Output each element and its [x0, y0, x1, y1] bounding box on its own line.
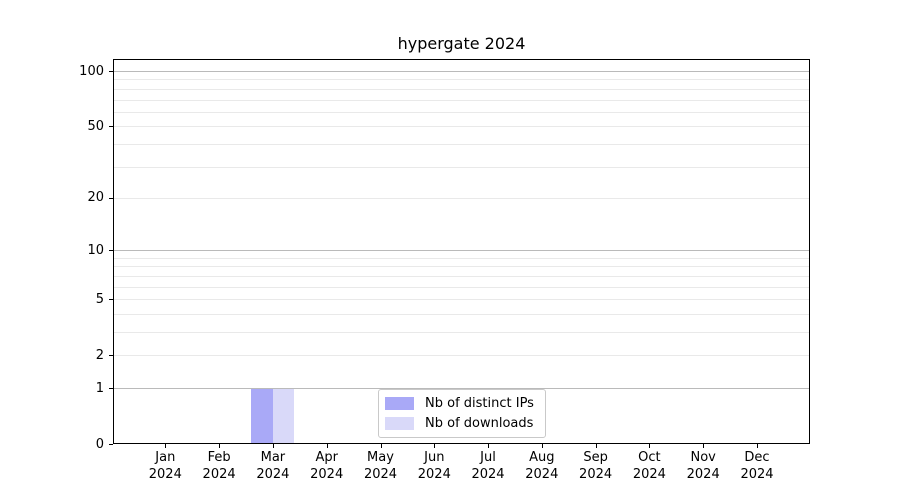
- x-tick-label: Nov 2024: [686, 450, 720, 482]
- y-tick: [109, 71, 113, 72]
- x-tick: [595, 444, 597, 448]
- legend-label-downloads: Nb of downloads: [425, 416, 534, 431]
- minor-gridline: [113, 99, 810, 101]
- legend-swatch-downloads: [385, 417, 414, 430]
- y-tick: [109, 126, 113, 128]
- minor-gridline: [113, 79, 810, 81]
- y-tick-label: 1: [95, 380, 104, 396]
- legend-item-downloads: Nb of downloads: [385, 416, 539, 431]
- y-tick-label: 0: [95, 436, 104, 452]
- x-tick: [326, 444, 328, 448]
- x-tick-label: Jun 2024: [417, 450, 451, 482]
- y-tick: [109, 388, 113, 389]
- legend-label-distinct-ips: Nb of distinct IPs: [425, 396, 534, 411]
- y-tick: [109, 197, 113, 199]
- x-tick: [434, 444, 436, 448]
- x-tick-label: Dec 2024: [740, 450, 774, 482]
- y-tick: [109, 444, 113, 445]
- chart-title: hypergate 2024: [397, 34, 526, 53]
- y-tick: [109, 355, 113, 357]
- x-tick-label: Oct 2024: [632, 450, 666, 482]
- minor-gridline: [113, 332, 810, 333]
- x-tick-label: Aug 2024: [525, 450, 559, 482]
- minor-gridline: [113, 275, 810, 277]
- y-tick: [109, 299, 113, 301]
- x-tick: [380, 444, 382, 448]
- major-gridline: [113, 250, 810, 252]
- major-gridline: [113, 71, 810, 72]
- minor-gridline: [113, 286, 810, 288]
- y-tick-label: 50: [87, 118, 104, 134]
- y-tick-label: 10: [87, 242, 104, 258]
- x-tick-label: Sep 2024: [579, 450, 613, 482]
- minor-gridline: [113, 266, 810, 268]
- minor-gridline: [113, 126, 810, 128]
- legend-swatch-distinct-ips: [385, 397, 414, 410]
- x-tick: [165, 444, 167, 448]
- legend: Nb of distinct IPs Nb of downloads: [378, 389, 546, 438]
- x-tick: [649, 444, 651, 448]
- x-tick: [757, 444, 758, 448]
- y-tick-label: 20: [87, 190, 104, 206]
- x-tick: [541, 444, 543, 448]
- x-tick-label: Feb 2024: [202, 450, 236, 482]
- bar-distinct-ips: [251, 387, 273, 444]
- minor-gridline: [113, 299, 810, 301]
- bar-downloads: [272, 387, 295, 444]
- minor-gridline: [113, 257, 810, 259]
- y-tick-label: 2: [95, 347, 104, 363]
- plot-border: [113, 59, 810, 444]
- minor-gridline: [113, 88, 810, 90]
- minor-gridline: [113, 143, 810, 145]
- x-tick: [703, 444, 705, 448]
- legend-item-distinct-ips: Nb of distinct IPs: [385, 396, 539, 411]
- y-tick-label: 100: [79, 63, 104, 79]
- minor-gridline: [113, 166, 810, 168]
- y-tick: [109, 250, 113, 252]
- minor-gridline: [113, 313, 810, 315]
- minor-gridline: [113, 197, 810, 199]
- x-tick-label: Mar 2024: [256, 450, 290, 482]
- x-tick: [272, 444, 274, 448]
- minor-gridline: [113, 355, 810, 357]
- x-tick-label: Jul 2024: [471, 450, 505, 482]
- x-tick: [219, 444, 221, 448]
- minor-gridline: [113, 111, 810, 113]
- x-tick: [488, 444, 489, 448]
- y-tick-label: 5: [95, 291, 104, 307]
- major-gridline: [113, 388, 810, 389]
- x-tick-label: Apr 2024: [310, 450, 344, 482]
- x-tick-label: Jan 2024: [148, 450, 182, 482]
- x-tick-label: May 2024: [363, 450, 398, 482]
